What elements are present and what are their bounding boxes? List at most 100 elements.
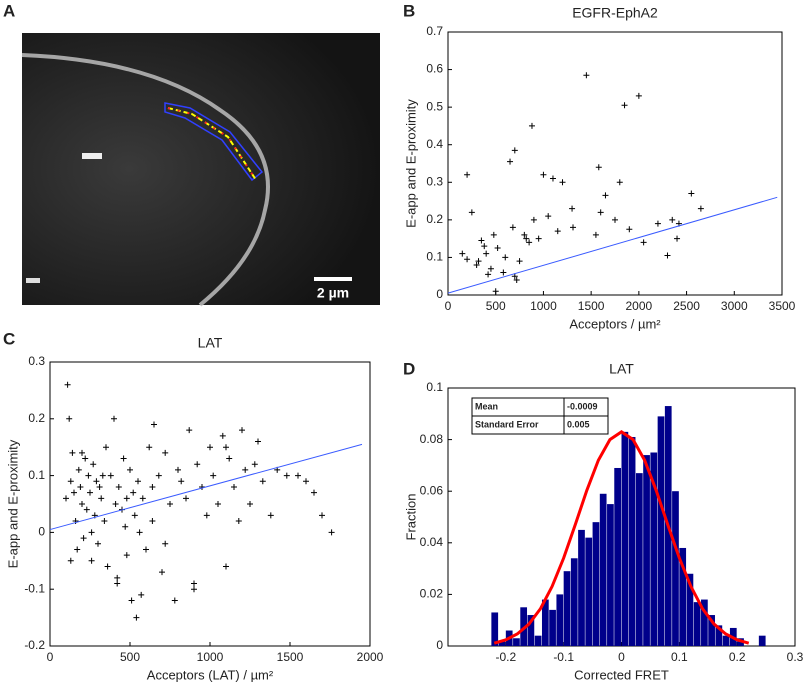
bar: [657, 416, 665, 646]
point: [697, 205, 704, 212]
point: [199, 483, 205, 490]
point: [203, 512, 210, 519]
micrograph: 2 µm: [21, 33, 380, 307]
point: [490, 231, 497, 238]
point: [674, 235, 681, 242]
point: [242, 466, 249, 473]
point: [511, 147, 518, 154]
point: [135, 478, 141, 485]
point: [311, 489, 317, 496]
bar: [599, 493, 607, 646]
y-tick-label: 0.1: [28, 468, 45, 482]
panel-label: C: [3, 329, 15, 348]
point: [67, 557, 74, 564]
point: [183, 495, 189, 502]
point: [114, 574, 121, 581]
point: [654, 220, 661, 227]
point: [66, 415, 73, 422]
point: [194, 461, 201, 468]
y-tick-label: 0.5: [426, 99, 443, 113]
bar: [541, 599, 549, 646]
axes-box: [447, 31, 783, 296]
bar: [570, 558, 578, 646]
bar: [585, 537, 593, 646]
chart-title: LAT: [198, 335, 223, 351]
point: [136, 529, 143, 536]
point: [570, 224, 577, 231]
point: [485, 271, 492, 278]
point: [226, 455, 233, 462]
point: [143, 546, 149, 553]
point: [162, 540, 169, 547]
point: [88, 557, 95, 564]
bar: [549, 609, 556, 646]
table-cell: [563, 415, 609, 435]
point: [223, 563, 229, 570]
point: [90, 461, 97, 468]
point: [535, 235, 542, 242]
x-tick-label: 0: [445, 299, 452, 313]
bar: [563, 571, 571, 646]
point: [635, 92, 642, 99]
y-tick-label: 0.2: [28, 411, 45, 425]
point: [319, 512, 325, 519]
point: [303, 478, 309, 485]
point: [612, 216, 618, 223]
point: [122, 523, 129, 530]
bar: [708, 615, 715, 646]
point: [569, 205, 576, 212]
point: [151, 421, 157, 428]
point: [82, 455, 89, 462]
point: [95, 540, 101, 547]
bar: [592, 522, 600, 646]
x-tick-label: 1500: [277, 650, 304, 664]
point: [478, 237, 485, 244]
y-tick-label: 0.1: [426, 250, 443, 264]
point: [295, 472, 301, 479]
bar: [607, 504, 614, 646]
panel-label: D: [403, 359, 415, 378]
point: [162, 449, 169, 456]
bar: [491, 612, 499, 646]
x-tick-label: 0.2: [729, 650, 746, 664]
x-tick-label: 0: [47, 650, 54, 664]
point: [207, 444, 213, 451]
cell-membrane: [21, 53, 270, 307]
point: [219, 432, 226, 439]
image-background: [22, 33, 380, 305]
x-tick-label: 3000: [721, 299, 748, 313]
x-tick-label: -0.1: [553, 650, 574, 664]
point: [93, 478, 100, 485]
bar: [635, 473, 643, 646]
point: [223, 444, 229, 451]
y-axis-label: E-app and E-proximity: [5, 439, 20, 568]
x-tick-label: -0.2: [495, 650, 516, 664]
y-tick-label: -0.1: [24, 581, 45, 595]
point: [87, 489, 93, 496]
y-axis-label: E-app and E-proximity: [403, 99, 418, 228]
point: [191, 580, 197, 587]
bar: [621, 431, 629, 646]
point: [130, 489, 137, 496]
point: [626, 226, 633, 233]
point: [502, 254, 509, 261]
point: [251, 461, 258, 468]
y-tick-label: 0.6: [426, 62, 443, 76]
point: [123, 495, 130, 502]
x-tick-label: 2000: [626, 299, 653, 313]
point: [475, 258, 482, 265]
point: [107, 472, 114, 479]
y-tick-label: 0.06: [420, 483, 444, 497]
bar: [578, 529, 585, 646]
point: [186, 427, 193, 434]
y-tick-label: -0.2: [24, 638, 45, 652]
point: [247, 501, 253, 507]
point: [155, 472, 162, 479]
point: [473, 261, 480, 268]
point: [492, 288, 499, 295]
bar: [534, 635, 542, 646]
x-tick-label: 1000: [530, 299, 557, 313]
x-tick-label: 0.3: [787, 650, 804, 664]
point: [99, 472, 106, 479]
